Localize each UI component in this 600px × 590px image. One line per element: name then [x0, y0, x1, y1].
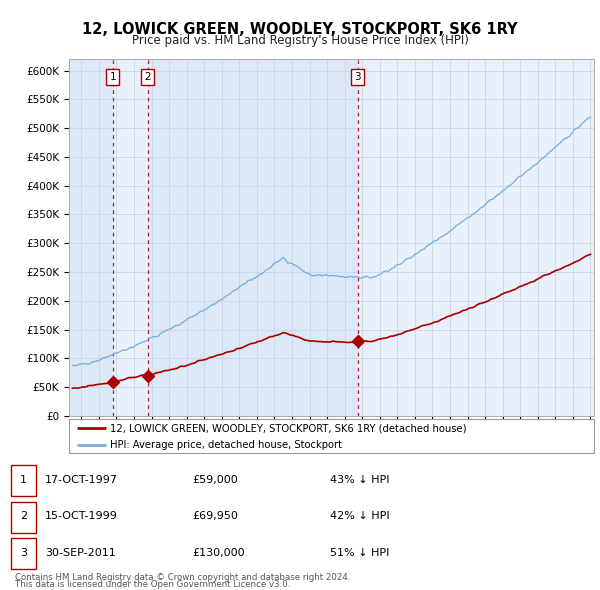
Text: 15-OCT-1999: 15-OCT-1999 — [45, 512, 118, 522]
Text: 1: 1 — [20, 475, 27, 485]
Text: HPI: Average price, detached house, Stockport: HPI: Average price, detached house, Stoc… — [110, 440, 342, 450]
FancyBboxPatch shape — [69, 419, 594, 453]
Text: 12, LOWICK GREEN, WOODLEY, STOCKPORT, SK6 1RY (detached house): 12, LOWICK GREEN, WOODLEY, STOCKPORT, SK… — [110, 424, 466, 434]
Text: 3: 3 — [20, 548, 27, 558]
Text: 17-OCT-1997: 17-OCT-1997 — [45, 475, 118, 485]
Bar — [113, 59, 148, 416]
Bar — [69, 59, 113, 416]
Text: 2: 2 — [145, 72, 151, 82]
Text: £59,000: £59,000 — [192, 475, 238, 485]
Text: This data is licensed under the Open Government Licence v3.0.: This data is licensed under the Open Gov… — [15, 579, 290, 589]
Text: £69,950: £69,950 — [192, 512, 238, 522]
Text: Price paid vs. HM Land Registry's House Price Index (HPI): Price paid vs. HM Land Registry's House … — [131, 34, 469, 47]
Text: 43% ↓ HPI: 43% ↓ HPI — [330, 475, 389, 485]
Text: £130,000: £130,000 — [192, 548, 245, 558]
Text: 42% ↓ HPI: 42% ↓ HPI — [330, 512, 389, 522]
Text: 2: 2 — [20, 512, 27, 522]
Text: 30-SEP-2011: 30-SEP-2011 — [45, 548, 116, 558]
Text: 1: 1 — [109, 72, 116, 82]
Text: 3: 3 — [355, 72, 361, 82]
Text: 51% ↓ HPI: 51% ↓ HPI — [330, 548, 389, 558]
Text: Contains HM Land Registry data © Crown copyright and database right 2024.: Contains HM Land Registry data © Crown c… — [15, 572, 350, 582]
Text: 12, LOWICK GREEN, WOODLEY, STOCKPORT, SK6 1RY: 12, LOWICK GREEN, WOODLEY, STOCKPORT, SK… — [82, 22, 518, 37]
Bar — [358, 59, 594, 416]
Bar — [148, 59, 358, 416]
